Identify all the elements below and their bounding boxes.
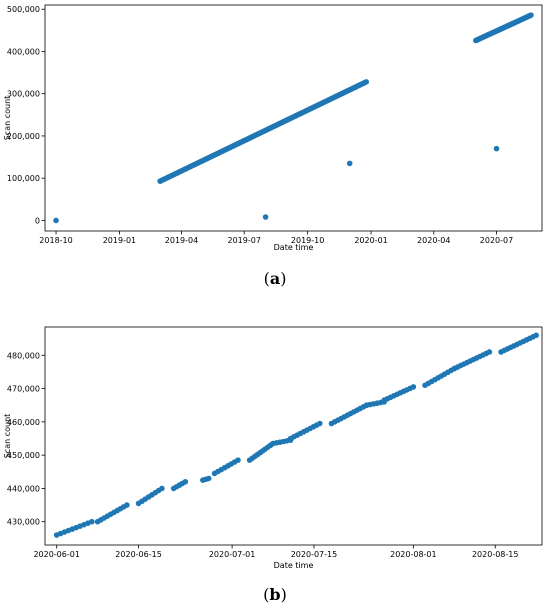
panel-a-caption: (a) [264,269,287,288]
panel-a-y-tick-label: 300,000 [7,90,40,99]
data-point [182,478,189,485]
panel-b-x-tick-label: 2020-08-01 [390,550,437,559]
panel-b-x-tick-label: 2020-06-15 [115,550,162,559]
panel-b-caption: (b) [263,585,287,604]
data-point [486,349,493,355]
panel-b-x-tick-label: 2020-07-01 [209,550,256,559]
panel-a-plot-frame [44,4,543,232]
panel-b-x-tick-label: 2020-06-01 [33,550,80,559]
panel-a-x-tick-label: 2018-10 [39,236,72,245]
panel-a-ylabel: Scan count [3,96,12,141]
panel-a-y-tick-label: 200,000 [7,132,40,141]
data-point [124,502,130,508]
data-point [533,332,539,339]
panel-a-y-tick-label: 500,000 [7,5,40,14]
data-point [317,420,323,427]
panel-a-xlabel: Date time [274,243,314,252]
panel-b-label: b [269,585,280,604]
panel-b-chart: 2020-06-01 2020-06-15 2020-07-01 2020-07-15… [3,326,543,604]
panel-b-plot-frame [44,326,543,546]
panel-a-x-tick-label: 2019-10 [291,236,324,245]
data-point [88,518,95,525]
data-point [262,214,269,220]
panel-b-xlabel: Date time [274,561,314,570]
panel-b-y-tick-label: 470,000 [7,385,40,394]
panel-a-label: a [270,269,280,288]
data-point [493,145,500,152]
panel-b-x-tick-label: 2020-08-15 [472,550,519,559]
panel-a-x-tick-label: 2019-04 [165,236,198,245]
panel-b-y-tick-label: 450,000 [7,451,40,460]
panel-b-x-tick-label: 2020-07-15 [291,550,338,559]
panel-b-ylabel: Scan count [3,414,12,459]
panel-a-x-tick-label: 2020-07 [480,236,513,245]
panel-a-x-tick-label: 2020-04 [417,236,450,245]
data-point [205,475,212,482]
data-point [235,457,241,463]
panel-b-y-tick-label: 460,000 [7,418,40,427]
panel-a-y-tick-label: 400,000 [7,47,40,56]
panel-a-x-tick-label: 2019-07 [227,236,260,245]
data-point [363,79,370,85]
data-point [346,160,353,167]
data-point [53,217,59,224]
panel-b-y-tick-label: 440,000 [7,484,40,493]
panel-b-y-tick-label: 430,000 [7,518,40,527]
panel-a-chart: 2018-10 2019-01 2019-04 2019-07 2019-10 2020-… [3,4,543,288]
panel-a-x-tick-label: 2020-01 [354,236,387,245]
data-point [528,12,534,18]
panel-b-y-tick-label: 480,000 [7,351,40,360]
data-point [410,384,417,390]
panel-a-x-tick-label: 2019-01 [103,236,136,245]
data-point [159,485,165,492]
panel-a-y-tick-label: 0 [35,216,40,225]
panel-a-y-tick-label: 100,000 [7,174,40,183]
